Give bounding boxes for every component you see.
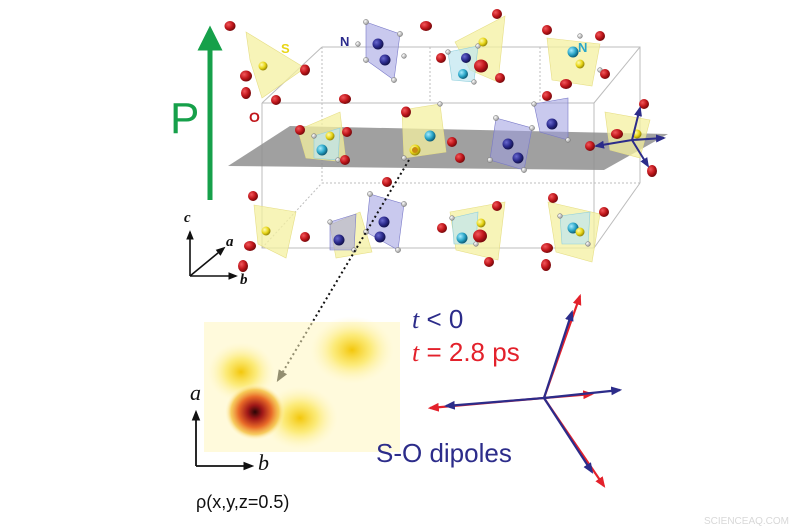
- sulfur-label: S: [281, 41, 290, 56]
- oxygen-label: O: [249, 109, 260, 125]
- mirror-plane: [228, 126, 668, 170]
- polarization-label: P: [170, 94, 199, 143]
- nitrogen-atoms-cyan: [316, 46, 579, 244]
- nitrogen-atoms: [333, 38, 558, 246]
- time-label-negative: t < 0: [412, 304, 463, 334]
- map-axis-a-label: a: [190, 380, 201, 405]
- dipole-diagram: [427, 293, 623, 488]
- dipoles-label: S-O dipoles: [376, 438, 512, 468]
- ammonium-tetrahedra-cyan: [313, 45, 591, 245]
- map-axis-b-label: b: [258, 450, 269, 475]
- axis-c-label: c: [184, 210, 191, 226]
- axis-a-label: a: [226, 234, 234, 250]
- crystal-axes: [186, 230, 238, 280]
- density-map-axes: [191, 409, 255, 471]
- axis-b-label: b: [240, 272, 248, 288]
- nitrogen-label-cyan: N: [578, 40, 587, 55]
- watermark: SCIENCEAQ.COM: [704, 516, 789, 527]
- crystal-structure: P: [170, 9, 668, 383]
- density-map: [204, 316, 400, 452]
- oxygen-atoms: [224, 9, 657, 272]
- hydrogen-atoms: [311, 19, 603, 253]
- nitrogen-label: N: [340, 34, 349, 49]
- dipoles-before: [443, 309, 623, 474]
- dipole-indicator-3d: [594, 106, 666, 168]
- time-label-positive: t = 2.8 ps: [412, 337, 520, 367]
- density-caption: ρ(x,y,z=0.5): [196, 492, 289, 512]
